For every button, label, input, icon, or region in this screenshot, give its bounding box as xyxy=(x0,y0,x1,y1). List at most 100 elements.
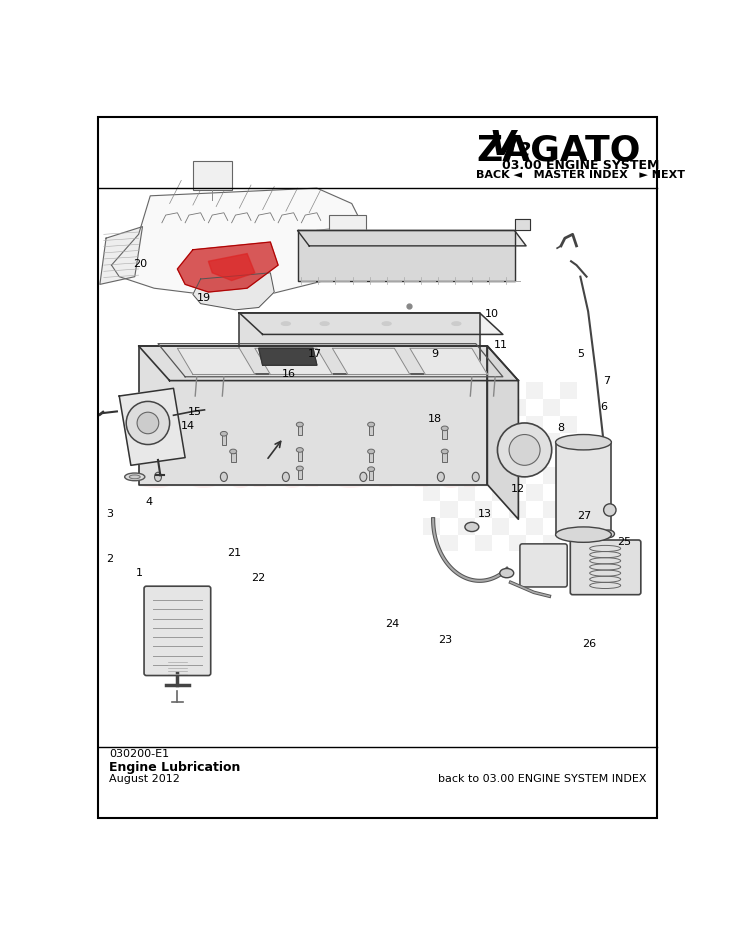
Ellipse shape xyxy=(230,449,237,454)
Text: 16: 16 xyxy=(282,369,296,379)
Text: 26: 26 xyxy=(582,640,596,649)
Bar xyxy=(509,534,525,552)
Text: 15: 15 xyxy=(188,407,202,417)
Bar xyxy=(492,483,509,501)
Ellipse shape xyxy=(296,422,304,427)
Ellipse shape xyxy=(282,472,290,482)
Bar xyxy=(458,483,475,501)
Ellipse shape xyxy=(465,522,479,532)
Polygon shape xyxy=(193,273,274,310)
Bar xyxy=(525,382,542,399)
Ellipse shape xyxy=(129,475,140,479)
Text: 6: 6 xyxy=(600,402,607,412)
Ellipse shape xyxy=(441,426,448,431)
Bar xyxy=(423,416,441,432)
Bar xyxy=(423,483,441,501)
Ellipse shape xyxy=(472,472,479,482)
Bar xyxy=(492,382,509,399)
Text: 24: 24 xyxy=(385,619,399,630)
Polygon shape xyxy=(100,227,142,284)
Bar xyxy=(231,453,236,462)
Ellipse shape xyxy=(368,467,374,471)
Bar xyxy=(298,452,302,461)
Text: 03.00 ENGINE SYSTEM: 03.00 ENGINE SYSTEM xyxy=(502,159,659,172)
FancyBboxPatch shape xyxy=(144,586,211,676)
Bar xyxy=(525,483,542,501)
Bar xyxy=(298,469,302,479)
Ellipse shape xyxy=(296,466,304,470)
Ellipse shape xyxy=(602,530,615,538)
FancyBboxPatch shape xyxy=(520,544,567,587)
Bar xyxy=(193,161,231,191)
Text: 25: 25 xyxy=(618,537,632,547)
Text: Engine Lubrication: Engine Lubrication xyxy=(109,761,241,774)
Bar xyxy=(525,450,542,467)
Text: 23: 23 xyxy=(438,635,453,645)
Ellipse shape xyxy=(452,321,461,326)
Bar xyxy=(475,534,492,552)
Bar xyxy=(542,534,560,552)
Text: 10: 10 xyxy=(485,309,499,319)
Text: 19: 19 xyxy=(197,293,211,303)
Bar xyxy=(492,450,509,467)
Bar xyxy=(423,518,441,534)
Polygon shape xyxy=(487,346,518,519)
Text: 11: 11 xyxy=(494,340,508,350)
Bar xyxy=(423,382,441,399)
Bar xyxy=(368,470,374,480)
Bar xyxy=(509,501,525,518)
Bar xyxy=(441,501,458,518)
Bar xyxy=(368,426,374,435)
Text: BACK ◄   MASTER INDEX   ► NEXT: BACK ◄ MASTER INDEX ► NEXT xyxy=(476,170,685,181)
Text: 3: 3 xyxy=(106,509,113,519)
Text: 22: 22 xyxy=(251,573,265,583)
Bar xyxy=(560,483,577,501)
Bar xyxy=(509,432,525,450)
Text: back to 03.00 ENGINE SYSTEM INDEX: back to 03.00 ENGINE SYSTEM INDEX xyxy=(438,774,646,784)
Polygon shape xyxy=(332,348,410,374)
Ellipse shape xyxy=(368,422,374,427)
Polygon shape xyxy=(209,254,255,281)
Bar xyxy=(509,467,525,483)
Text: 14: 14 xyxy=(181,421,195,432)
Bar xyxy=(560,382,577,399)
Text: 030200-E1: 030200-E1 xyxy=(109,749,170,759)
Ellipse shape xyxy=(282,321,290,326)
FancyBboxPatch shape xyxy=(570,540,641,594)
Bar xyxy=(556,443,612,534)
Bar xyxy=(492,518,509,534)
Ellipse shape xyxy=(220,472,227,482)
Text: 12: 12 xyxy=(511,484,525,494)
Text: 8: 8 xyxy=(557,423,564,433)
Ellipse shape xyxy=(556,527,612,543)
Ellipse shape xyxy=(556,434,612,450)
Bar xyxy=(329,215,366,243)
Ellipse shape xyxy=(437,472,444,482)
Bar xyxy=(475,501,492,518)
Polygon shape xyxy=(111,188,371,300)
Bar xyxy=(368,453,374,462)
Ellipse shape xyxy=(155,472,161,482)
Bar xyxy=(492,416,509,432)
Ellipse shape xyxy=(500,569,514,578)
Circle shape xyxy=(604,504,616,516)
Polygon shape xyxy=(240,313,480,374)
Text: 5: 5 xyxy=(577,348,584,358)
Text: 13: 13 xyxy=(478,509,492,519)
Bar xyxy=(442,453,447,462)
Text: August 2012: August 2012 xyxy=(109,774,180,784)
Text: 4: 4 xyxy=(146,497,153,507)
Bar xyxy=(525,518,542,534)
Polygon shape xyxy=(298,231,514,281)
Ellipse shape xyxy=(320,321,329,326)
Bar xyxy=(560,518,577,534)
Polygon shape xyxy=(139,346,487,484)
Bar xyxy=(542,432,560,450)
Ellipse shape xyxy=(360,472,367,482)
Polygon shape xyxy=(119,388,185,466)
Circle shape xyxy=(509,434,540,466)
Ellipse shape xyxy=(441,449,448,454)
Text: 27: 27 xyxy=(577,511,592,521)
Circle shape xyxy=(137,412,158,433)
Text: 20: 20 xyxy=(133,259,147,269)
